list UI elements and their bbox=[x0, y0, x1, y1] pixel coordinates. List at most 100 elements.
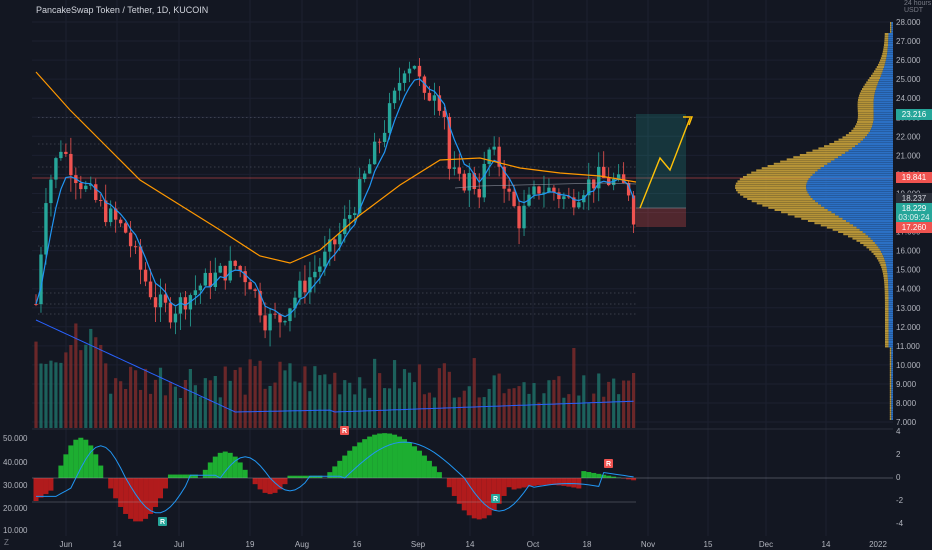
r-signal-box bbox=[158, 517, 167, 526]
profile-bin-down bbox=[889, 418, 892, 420]
oscillator-bar bbox=[421, 455, 427, 478]
profile-bin-up bbox=[855, 145, 893, 148]
oscillator-bar bbox=[626, 478, 632, 480]
profile-bin-down bbox=[889, 404, 892, 407]
volume-bar bbox=[94, 337, 98, 428]
volume-bar bbox=[622, 380, 626, 428]
profile-bin-up bbox=[888, 35, 893, 38]
profile-bin-down bbox=[884, 338, 889, 341]
profile-bin-up bbox=[891, 404, 893, 407]
profile-bin-up bbox=[874, 94, 893, 97]
profile-bin-down bbox=[880, 57, 887, 60]
candle-body bbox=[512, 191, 516, 207]
oscillator-bar bbox=[581, 471, 587, 478]
profile-bin-up bbox=[846, 220, 893, 222]
volume-bar bbox=[273, 382, 277, 428]
volume-bar bbox=[109, 393, 113, 428]
profile-bin-down bbox=[879, 261, 886, 264]
oscillator-line bbox=[36, 441, 634, 514]
price-tick: 16.000 bbox=[896, 247, 921, 256]
profile-bin-up bbox=[888, 290, 893, 293]
volume-bar bbox=[318, 375, 322, 428]
volume-bar bbox=[54, 362, 58, 428]
long-position-tool[interactable] bbox=[636, 114, 694, 227]
volume-bar bbox=[577, 395, 581, 428]
profile-bin-up bbox=[806, 189, 893, 192]
candle-body bbox=[422, 76, 427, 93]
volume-bar bbox=[198, 396, 202, 428]
profile-bin-up bbox=[891, 367, 893, 370]
profile-bin-up bbox=[849, 222, 893, 225]
profile-bin-up bbox=[874, 92, 893, 95]
volume-bar bbox=[143, 368, 148, 428]
profile-bin-up bbox=[888, 343, 893, 346]
time-tick: 2022 bbox=[869, 540, 887, 549]
time-tick: 18 bbox=[583, 540, 592, 549]
profile-bin-up bbox=[824, 206, 893, 209]
oscillator-bar bbox=[411, 446, 417, 478]
osc-right-tick: 0 bbox=[896, 473, 901, 482]
time-zone-icon[interactable]: Z bbox=[4, 538, 9, 547]
profile-bin-up bbox=[891, 387, 893, 390]
profile-bin-down bbox=[739, 178, 809, 181]
oscillator-bar bbox=[556, 478, 562, 486]
profile-bin-down bbox=[881, 268, 887, 271]
oscillator-bar bbox=[377, 433, 383, 478]
candle-body bbox=[128, 232, 133, 247]
profile-bin-up bbox=[888, 41, 893, 44]
profile-bin-down bbox=[883, 48, 888, 51]
profile-bin-down bbox=[806, 151, 846, 154]
profile-bin-up bbox=[887, 48, 893, 51]
ma-price-tag: 19.841 bbox=[896, 172, 932, 183]
profile-bin-up bbox=[888, 325, 893, 328]
candle-body bbox=[502, 166, 506, 189]
volume-bar bbox=[627, 380, 631, 428]
profile-bin-up bbox=[891, 411, 893, 414]
profile-bin-up bbox=[886, 57, 893, 60]
volume-bar bbox=[417, 364, 422, 428]
volume-bar bbox=[288, 363, 292, 428]
profile-bin-up bbox=[877, 83, 893, 86]
candlesticks[interactable] bbox=[34, 58, 636, 347]
volume-bar bbox=[462, 390, 466, 428]
oscillator-pane[interactable]: R R R R bbox=[32, 426, 893, 526]
profile-bin-down bbox=[799, 154, 842, 156]
profile-bin-down bbox=[838, 138, 864, 141]
candle-body bbox=[492, 146, 496, 150]
profile-bin-down bbox=[882, 50, 888, 53]
profile-bin-down bbox=[884, 321, 889, 324]
profile-bin-down bbox=[743, 195, 811, 198]
candle-body bbox=[362, 173, 367, 180]
profile-bin-down bbox=[807, 220, 847, 222]
time-tick: 14 bbox=[113, 540, 122, 549]
profile-bin-down bbox=[889, 367, 892, 370]
candle-body bbox=[472, 173, 476, 190]
oscillator-bar bbox=[118, 478, 124, 507]
profile-bin-down bbox=[884, 336, 889, 339]
profile-bin-up bbox=[891, 389, 893, 392]
candle-body bbox=[482, 163, 486, 198]
profile-bin-down bbox=[857, 107, 874, 110]
symbol-title[interactable]: PancakeSwap Token / Tether, 1D, KUCOIN bbox=[36, 5, 209, 15]
profile-bin-down bbox=[768, 206, 825, 209]
profile-bin-up bbox=[891, 378, 893, 381]
volume-bar bbox=[129, 366, 133, 428]
oscillator-bar bbox=[158, 478, 163, 499]
oscillator-bar bbox=[312, 475, 318, 478]
profile-bin-up bbox=[888, 294, 893, 297]
candle-body bbox=[442, 110, 447, 117]
profile-bin-up bbox=[880, 77, 893, 79]
volume-profile bbox=[735, 22, 893, 420]
profile-bin-up bbox=[884, 63, 893, 66]
oscillator-bar bbox=[73, 439, 79, 478]
volume-bar bbox=[99, 344, 103, 428]
profile-bin-up bbox=[887, 275, 893, 277]
profile-bin-up bbox=[888, 281, 893, 284]
time-tick: 15 bbox=[704, 540, 713, 549]
profile-bin-down bbox=[884, 33, 889, 35]
oscillator-bar bbox=[631, 478, 637, 481]
profile-bin-up bbox=[891, 369, 893, 372]
price-tick: 8.000 bbox=[896, 399, 917, 408]
profile-bin-down bbox=[874, 70, 883, 73]
